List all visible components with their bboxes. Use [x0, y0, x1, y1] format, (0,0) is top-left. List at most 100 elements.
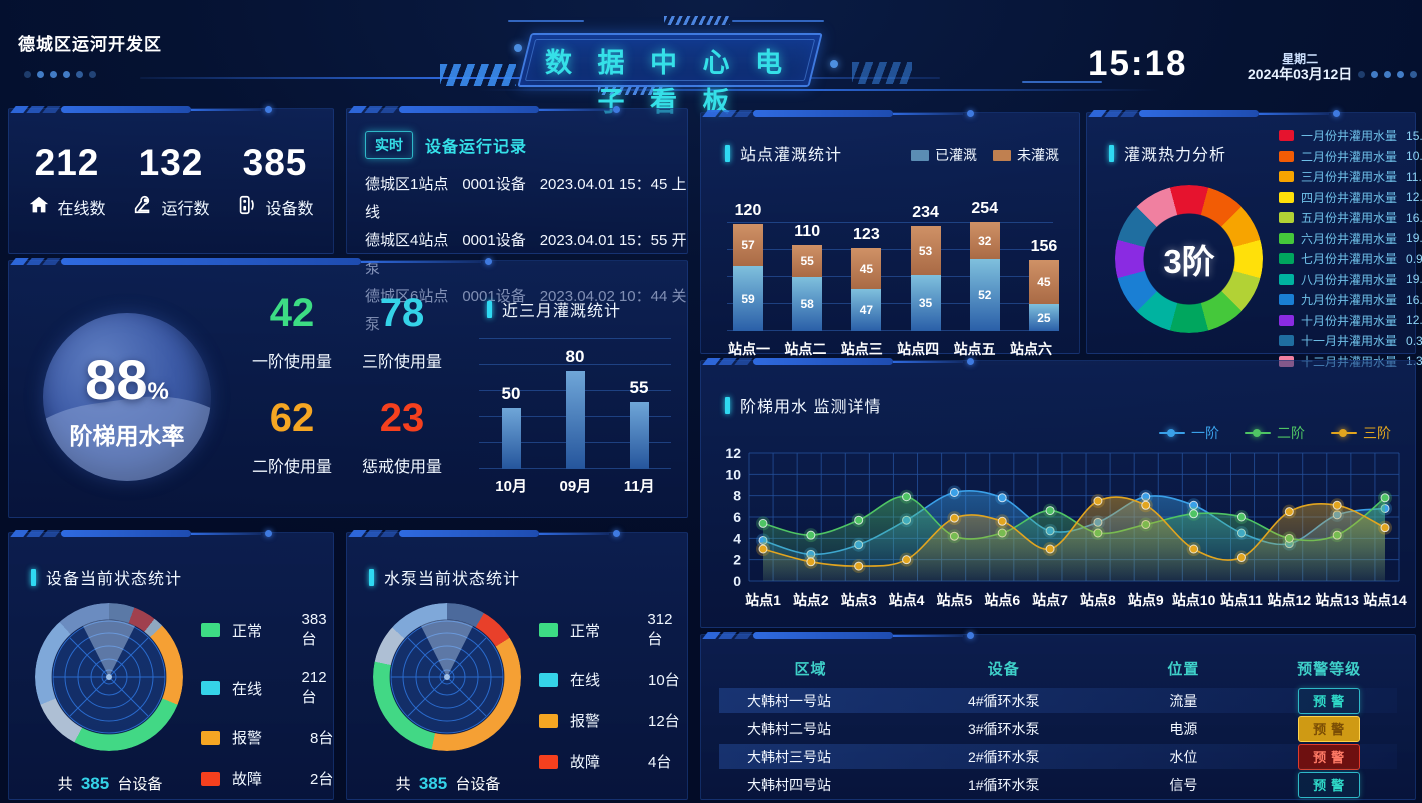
legend-label: 八月份井灌用水量	[1301, 272, 1398, 287]
title-tick	[725, 396, 730, 414]
legend-item[interactable]: 十一月井灌用水量 0.3%	[1279, 332, 1422, 349]
banner-dot-right	[830, 60, 838, 68]
record-field: 0001设备	[462, 232, 526, 249]
device-status-legend: 正常 383台 在线 212台报警 8台故障 2台	[201, 611, 335, 789]
legend-item[interactable]: 故障 2台	[201, 768, 335, 789]
legend-item[interactable]: 十月份井灌用水量 12.3%	[1279, 312, 1422, 329]
legend-item[interactable]: 九月份井灌用水量 16.5%	[1279, 291, 1422, 308]
station-irrigation-bars: 120 57 59 110 55 58 123 45 47 234 53 35 254 32 52 156 45…	[727, 175, 1065, 331]
bar-segment-unirrigated: 45	[1028, 260, 1059, 304]
radar-graphic	[52, 619, 166, 734]
total-count: 385	[80, 774, 110, 793]
weekday-label: 星期二	[1282, 52, 1319, 66]
legend-label: 五月份井灌用水量	[1301, 211, 1398, 225]
slash-decoration-bottom	[598, 86, 664, 95]
legend-label: 七月份井灌用水量	[1301, 252, 1398, 266]
svg-text:8: 8	[733, 488, 741, 504]
bar-total-label: 234	[912, 204, 939, 221]
stat-label: 在线数	[57, 201, 106, 218]
table-header-cell: 设备	[987, 660, 1020, 678]
legend-item[interactable]: 一月份井灌用水量 15.2%	[1279, 127, 1422, 144]
header-trim-line	[732, 20, 824, 22]
alarm-table-header: 区域 设备 位置 预警等级	[719, 651, 1397, 685]
pump-status-chart	[373, 603, 521, 751]
legend-item[interactable]: 报警 12台	[539, 710, 687, 731]
legend-item[interactable]: 一阶	[1159, 423, 1219, 443]
date-label: 2024年03月12日	[1248, 66, 1353, 82]
header-trim-line	[508, 20, 584, 22]
legend-item[interactable]: 三月份井灌用水量 11.5%	[1279, 168, 1422, 185]
legend-label: 正常	[570, 622, 601, 640]
usage-metric: 23 惩戒使用量	[347, 396, 457, 501]
total-count: 385	[418, 774, 448, 793]
region-label: 德城区运河开发区	[18, 35, 162, 54]
svg-text:6: 6	[733, 509, 741, 525]
usage-metric-label: 二阶使用量	[251, 459, 332, 476]
panel-decoration	[348, 105, 620, 114]
legend-item[interactable]: 七月份井灌用水量 0.95%	[1279, 250, 1422, 267]
section-title-text: 阶梯用水 监测详情	[740, 399, 882, 416]
legend-label: 未灌溉	[1017, 147, 1059, 163]
legend-swatch	[1279, 130, 1294, 141]
legend-value: 212台	[301, 669, 327, 706]
legend-item[interactable]: 在线 10台	[539, 669, 687, 690]
total-suffix: 台设备	[113, 776, 163, 793]
ladder-monitor-panel: 阶梯用水 监测详情 一阶 二阶 三阶 0 2 4 6 8 10 12	[700, 357, 1416, 628]
legend-label: 三阶	[1363, 425, 1391, 441]
pump-status-title: 水泵当前状态统计	[369, 565, 520, 589]
usage-metric-label: 一阶使用量	[251, 354, 332, 371]
radar-graphic	[390, 619, 504, 734]
panel-decoration	[1088, 109, 1340, 118]
svg-text:站点4: 站点4	[889, 592, 925, 608]
legend-value: 16.5%	[1406, 292, 1422, 307]
panel-decoration	[10, 105, 272, 114]
panel-decoration	[348, 529, 620, 538]
panel-decoration	[702, 357, 974, 366]
legend-label: 十一月井灌用水量	[1301, 334, 1398, 348]
legend-item[interactable]: 故障 4台	[539, 751, 687, 772]
title-tick	[725, 144, 730, 162]
legend-item[interactable]: 已灌溉	[911, 145, 977, 165]
alarm-table: 区域 设备 位置 预警等级 大韩村一号站 4#循环水泵 流量 预警 大韩村二号站 3#循环水泵电…	[719, 651, 1397, 798]
legend-value: 11.5%	[1406, 169, 1422, 184]
cell-level: 预警	[1261, 772, 1397, 798]
legend-item[interactable]: 二月份井灌用水量 10.25	[1279, 148, 1422, 165]
x-axis-label: 站点二	[784, 341, 827, 357]
legend-item[interactable]: 八月份井灌用水量 19.4%	[1279, 271, 1422, 288]
bar-segment-unirrigated: 32	[969, 222, 1000, 259]
svg-text:站点7: 站点7	[1032, 592, 1068, 608]
section-title-text: 近三月灌溉统计	[502, 303, 622, 320]
legend-item[interactable]: 六月份井灌用水量 19.4%	[1279, 230, 1422, 247]
stat-label: 设备数	[265, 201, 314, 218]
usage-metric: 78 三阶使用量	[347, 291, 457, 396]
bar-segment-irrigated: 35	[910, 275, 941, 331]
bar: 50	[501, 384, 521, 469]
record-row: 德城区1站点 0001设备 2023.04.01 15：45 上线	[365, 171, 687, 227]
bar-total-label: 254	[971, 200, 999, 217]
legend-item[interactable]: 三阶	[1331, 423, 1391, 443]
section-title-text: 站点灌溉统计	[740, 147, 843, 164]
legend-item[interactable]: 在线 212台	[201, 669, 335, 707]
legend-item[interactable]: 二阶	[1245, 423, 1305, 443]
cell-position: 电源	[1169, 721, 1198, 737]
cell-device: 4#循环水泵	[967, 693, 1040, 709]
legend-swatch	[1279, 150, 1294, 162]
station-irrigation-legend: 已灌溉 未灌溉	[911, 145, 1059, 165]
legend-value: 2台	[310, 771, 334, 788]
legend-item[interactable]: 未灌溉	[993, 145, 1059, 165]
svg-text:站点9: 站点9	[1128, 592, 1164, 608]
legend-item[interactable]: 五月份井灌用水量 16.5%	[1279, 209, 1422, 226]
legend-item[interactable]: 正常 383台	[201, 611, 335, 649]
legend-item[interactable]: 正常 312台	[539, 611, 687, 649]
x-axis-label: 10月	[495, 478, 527, 495]
legend-label: 六月份井灌用水量	[1301, 231, 1398, 246]
svg-text:站点2: 站点2	[793, 592, 829, 608]
legend-swatch	[1279, 191, 1294, 203]
legend-item[interactable]: 报警 8台	[201, 727, 335, 748]
device-icon	[236, 194, 258, 221]
header-trim-line	[1022, 81, 1102, 83]
legend-item[interactable]: 四月份井灌用水量 12.3%	[1279, 189, 1422, 206]
title-tick	[369, 568, 374, 586]
bar: 55	[629, 378, 649, 469]
